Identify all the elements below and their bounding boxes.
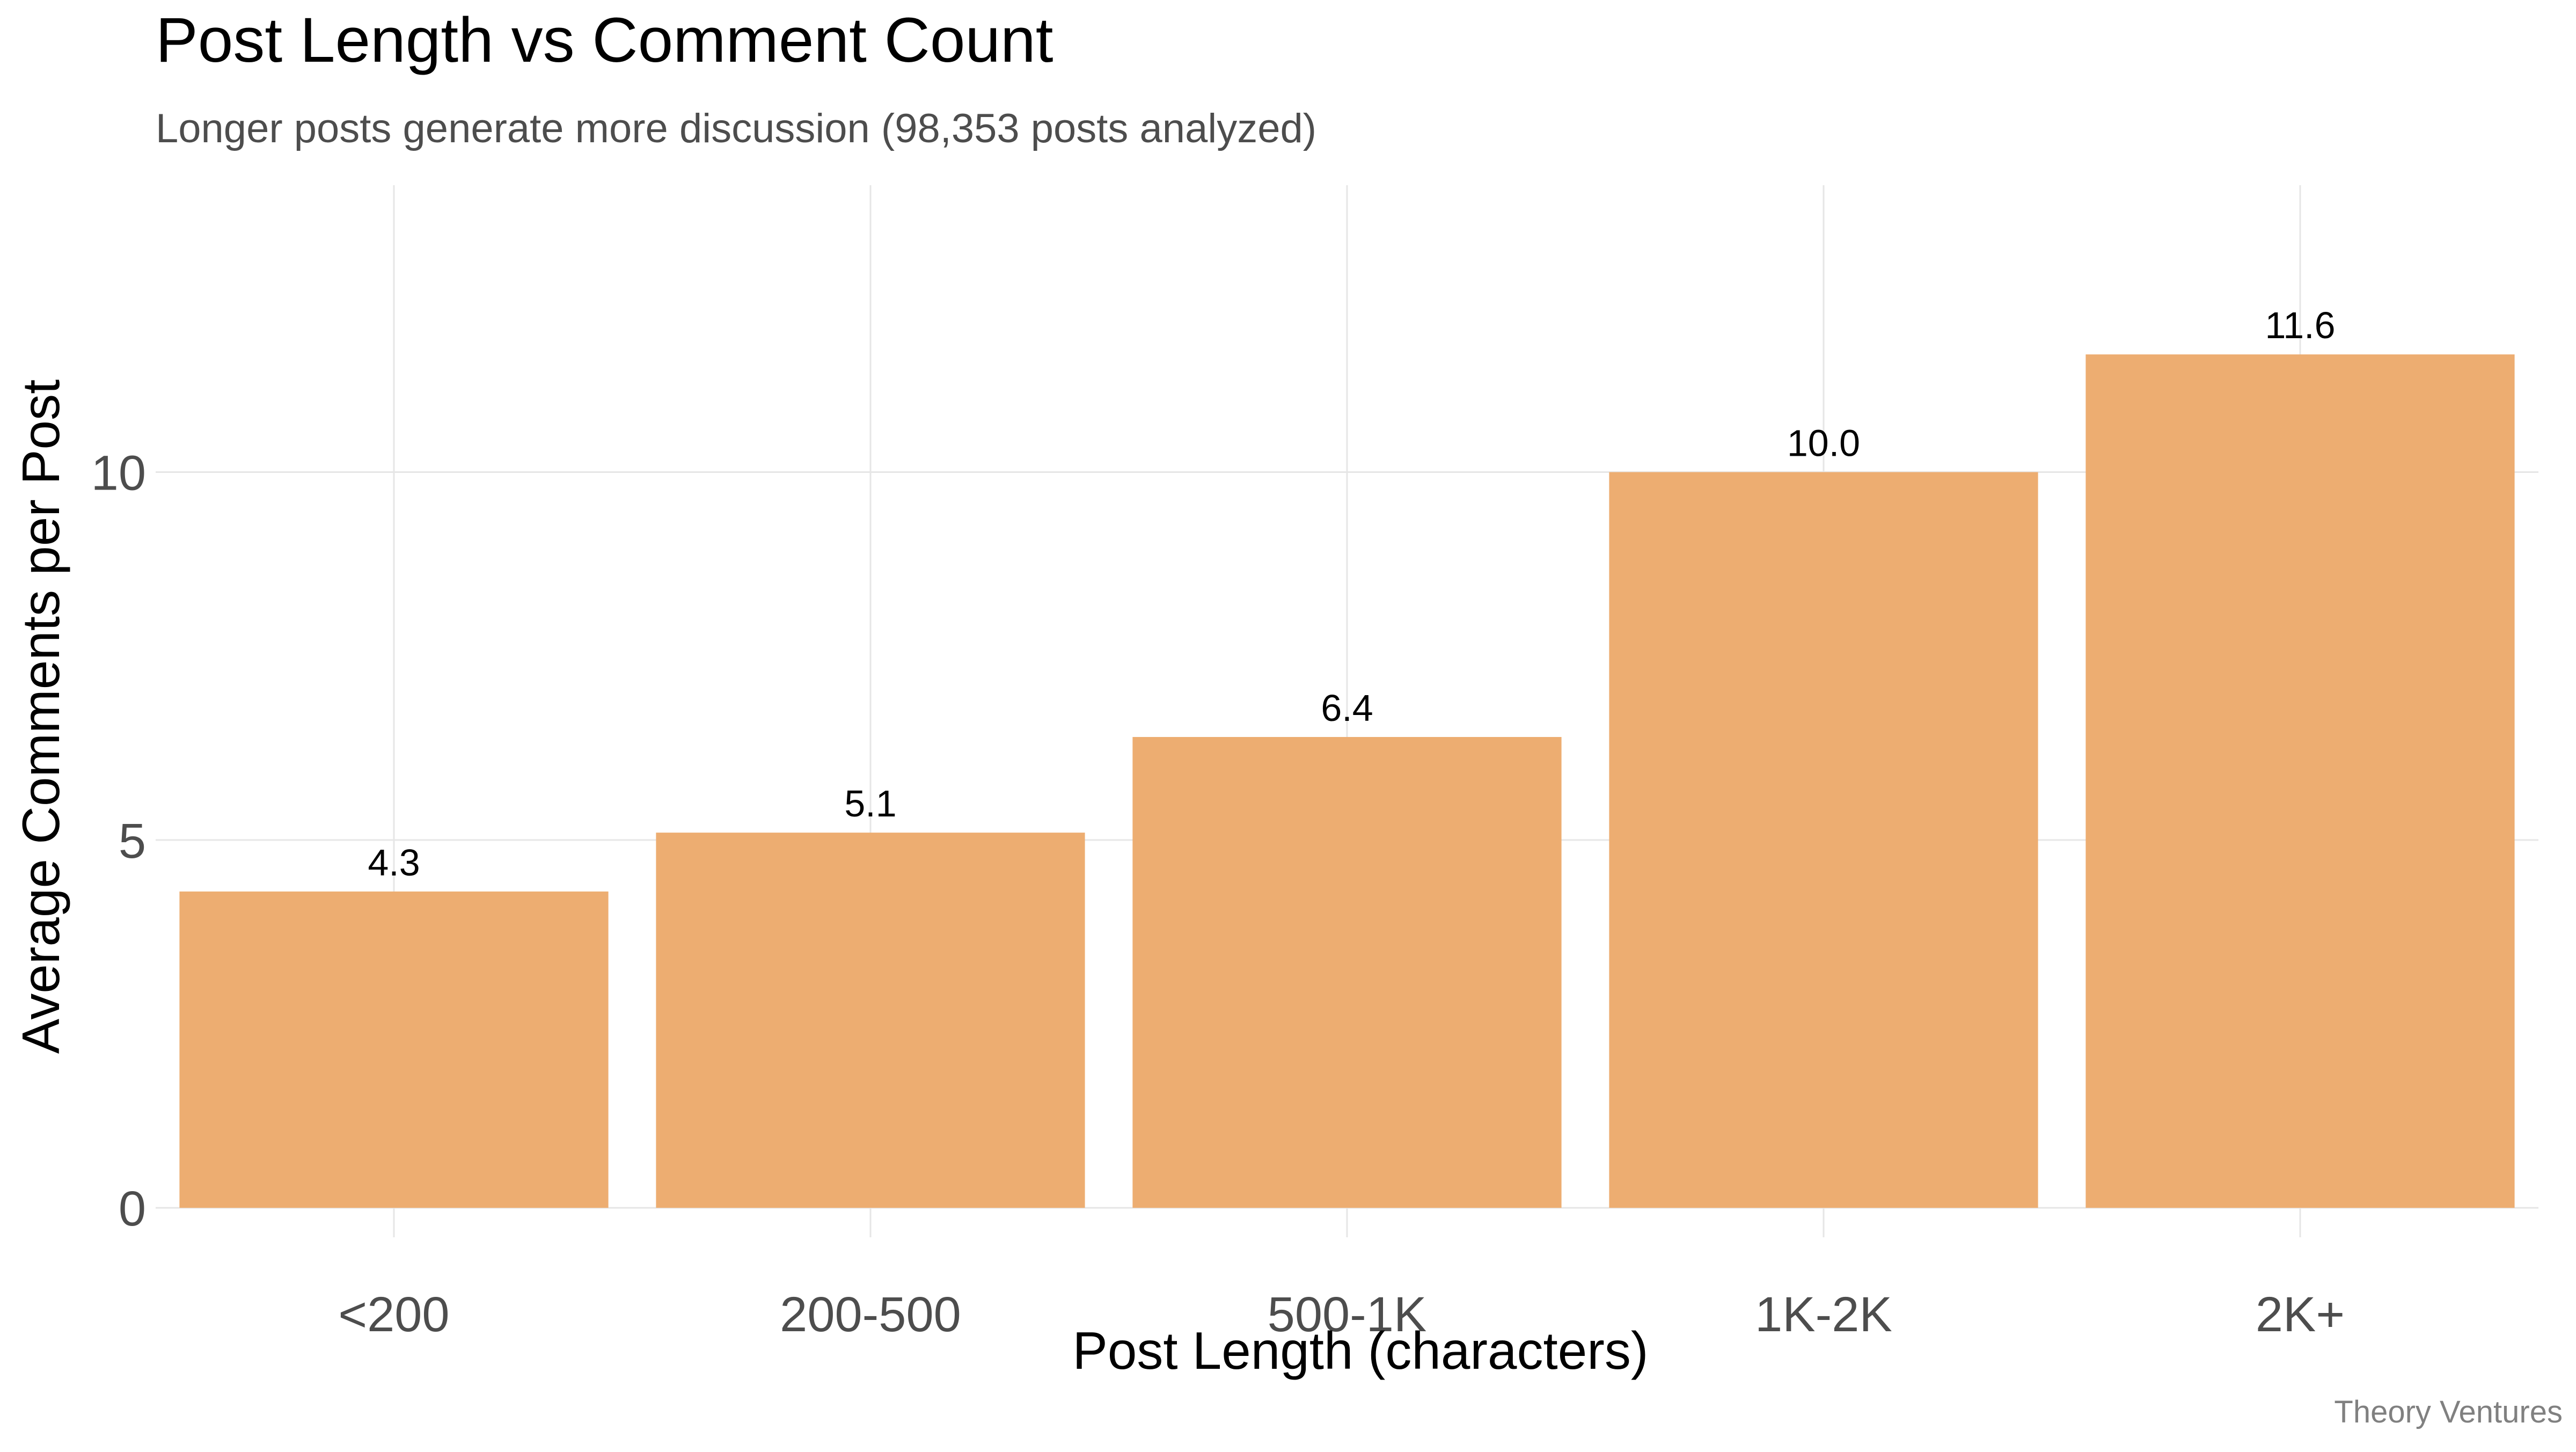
x-tick-label: 1K-2K [1755,1287,1892,1342]
x-tick-label: 200-500 [780,1287,961,1342]
y-tick-label: 10 [91,446,146,501]
x-tick-label: <200 [338,1287,449,1342]
data-label-layer: 4.3 5.1 6.4 10.0 11.6 [368,304,2335,884]
bar [656,833,1085,1208]
bar [179,891,609,1208]
y-tick-label: 5 [119,814,146,869]
x-axis-title: Post Length (characters) [1072,1321,1648,1380]
y-axis-title: Average Comments per Post [11,380,70,1054]
data-label: 5.1 [844,783,896,824]
bar-layer [179,354,2515,1208]
chart-subtitle: Longer posts generate more discussion (9… [156,106,1316,151]
chart-caption: Theory Ventures [2334,1395,2563,1429]
y-tick-label: 0 [119,1181,146,1236]
bar [2085,354,2515,1208]
x-tick-label: 2K+ [2256,1287,2345,1342]
data-label: 6.4 [1321,687,1373,729]
bar [1609,472,2038,1208]
data-label: 10.0 [1787,422,1860,464]
bar [1132,736,1562,1208]
chart-title: Post Length vs Comment Count [156,5,1053,76]
x-tick-label: 500-1K [1268,1287,1427,1342]
data-label: 4.3 [368,842,420,884]
axis-layer: <200 200-500 500-1K 1K-2K 2K+ 0 5 10 [91,446,2345,1342]
data-label: 11.6 [2265,304,2335,346]
